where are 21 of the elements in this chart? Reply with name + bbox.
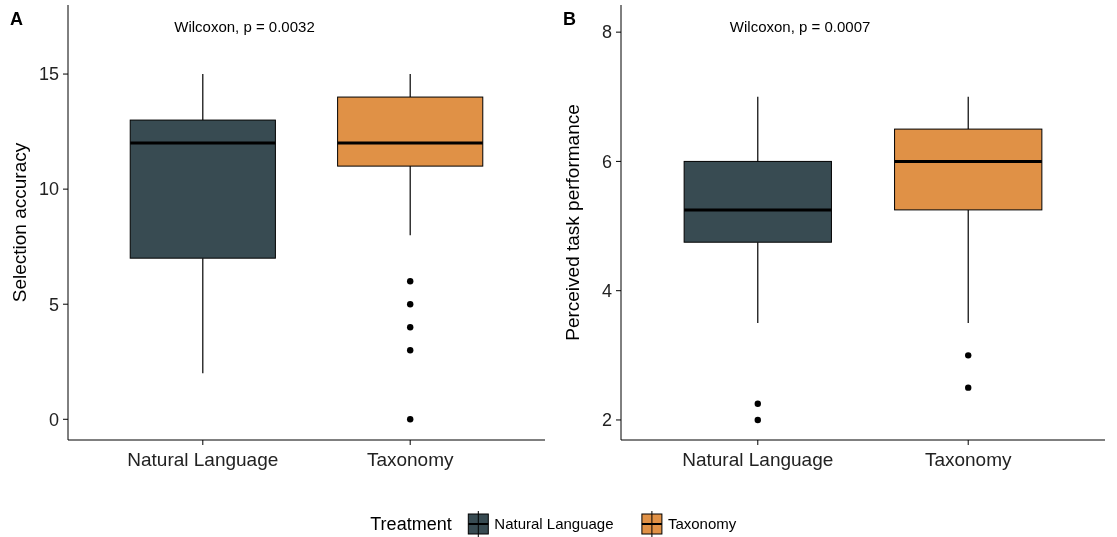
y-tick-label: 5 — [48, 294, 59, 315]
x-tick-label: Taxonomy — [366, 449, 454, 470]
annotation: Wilcoxon, p = 0.0007 — [729, 18, 871, 35]
y-tick-label: 6 — [601, 151, 612, 172]
y-tick-label: 8 — [601, 22, 612, 43]
x-tick-label: Natural Language — [127, 449, 279, 470]
y-axis-title: Perceived task performance — [562, 104, 583, 341]
y-tick-label: 2 — [601, 410, 612, 431]
y-tick-label: 0 — [48, 409, 59, 430]
y-tick-label: 10 — [38, 179, 59, 200]
y-axis-title: Selection accuracy — [9, 142, 30, 303]
y-tick-label: 15 — [38, 64, 59, 85]
legend-label: Natural Language — [494, 515, 614, 533]
text: A — [10, 9, 23, 29]
x-tick-label: Natural Language — [682, 449, 834, 470]
legend-label: Taxonomy — [667, 515, 737, 533]
legend-title: Treatment — [370, 514, 452, 535]
y-tick-label: 4 — [601, 280, 612, 301]
annotation: Wilcoxon, p = 0.0032 — [174, 18, 315, 35]
x-tick-label: Taxonomy — [924, 449, 1013, 470]
text: B — [563, 9, 576, 29]
